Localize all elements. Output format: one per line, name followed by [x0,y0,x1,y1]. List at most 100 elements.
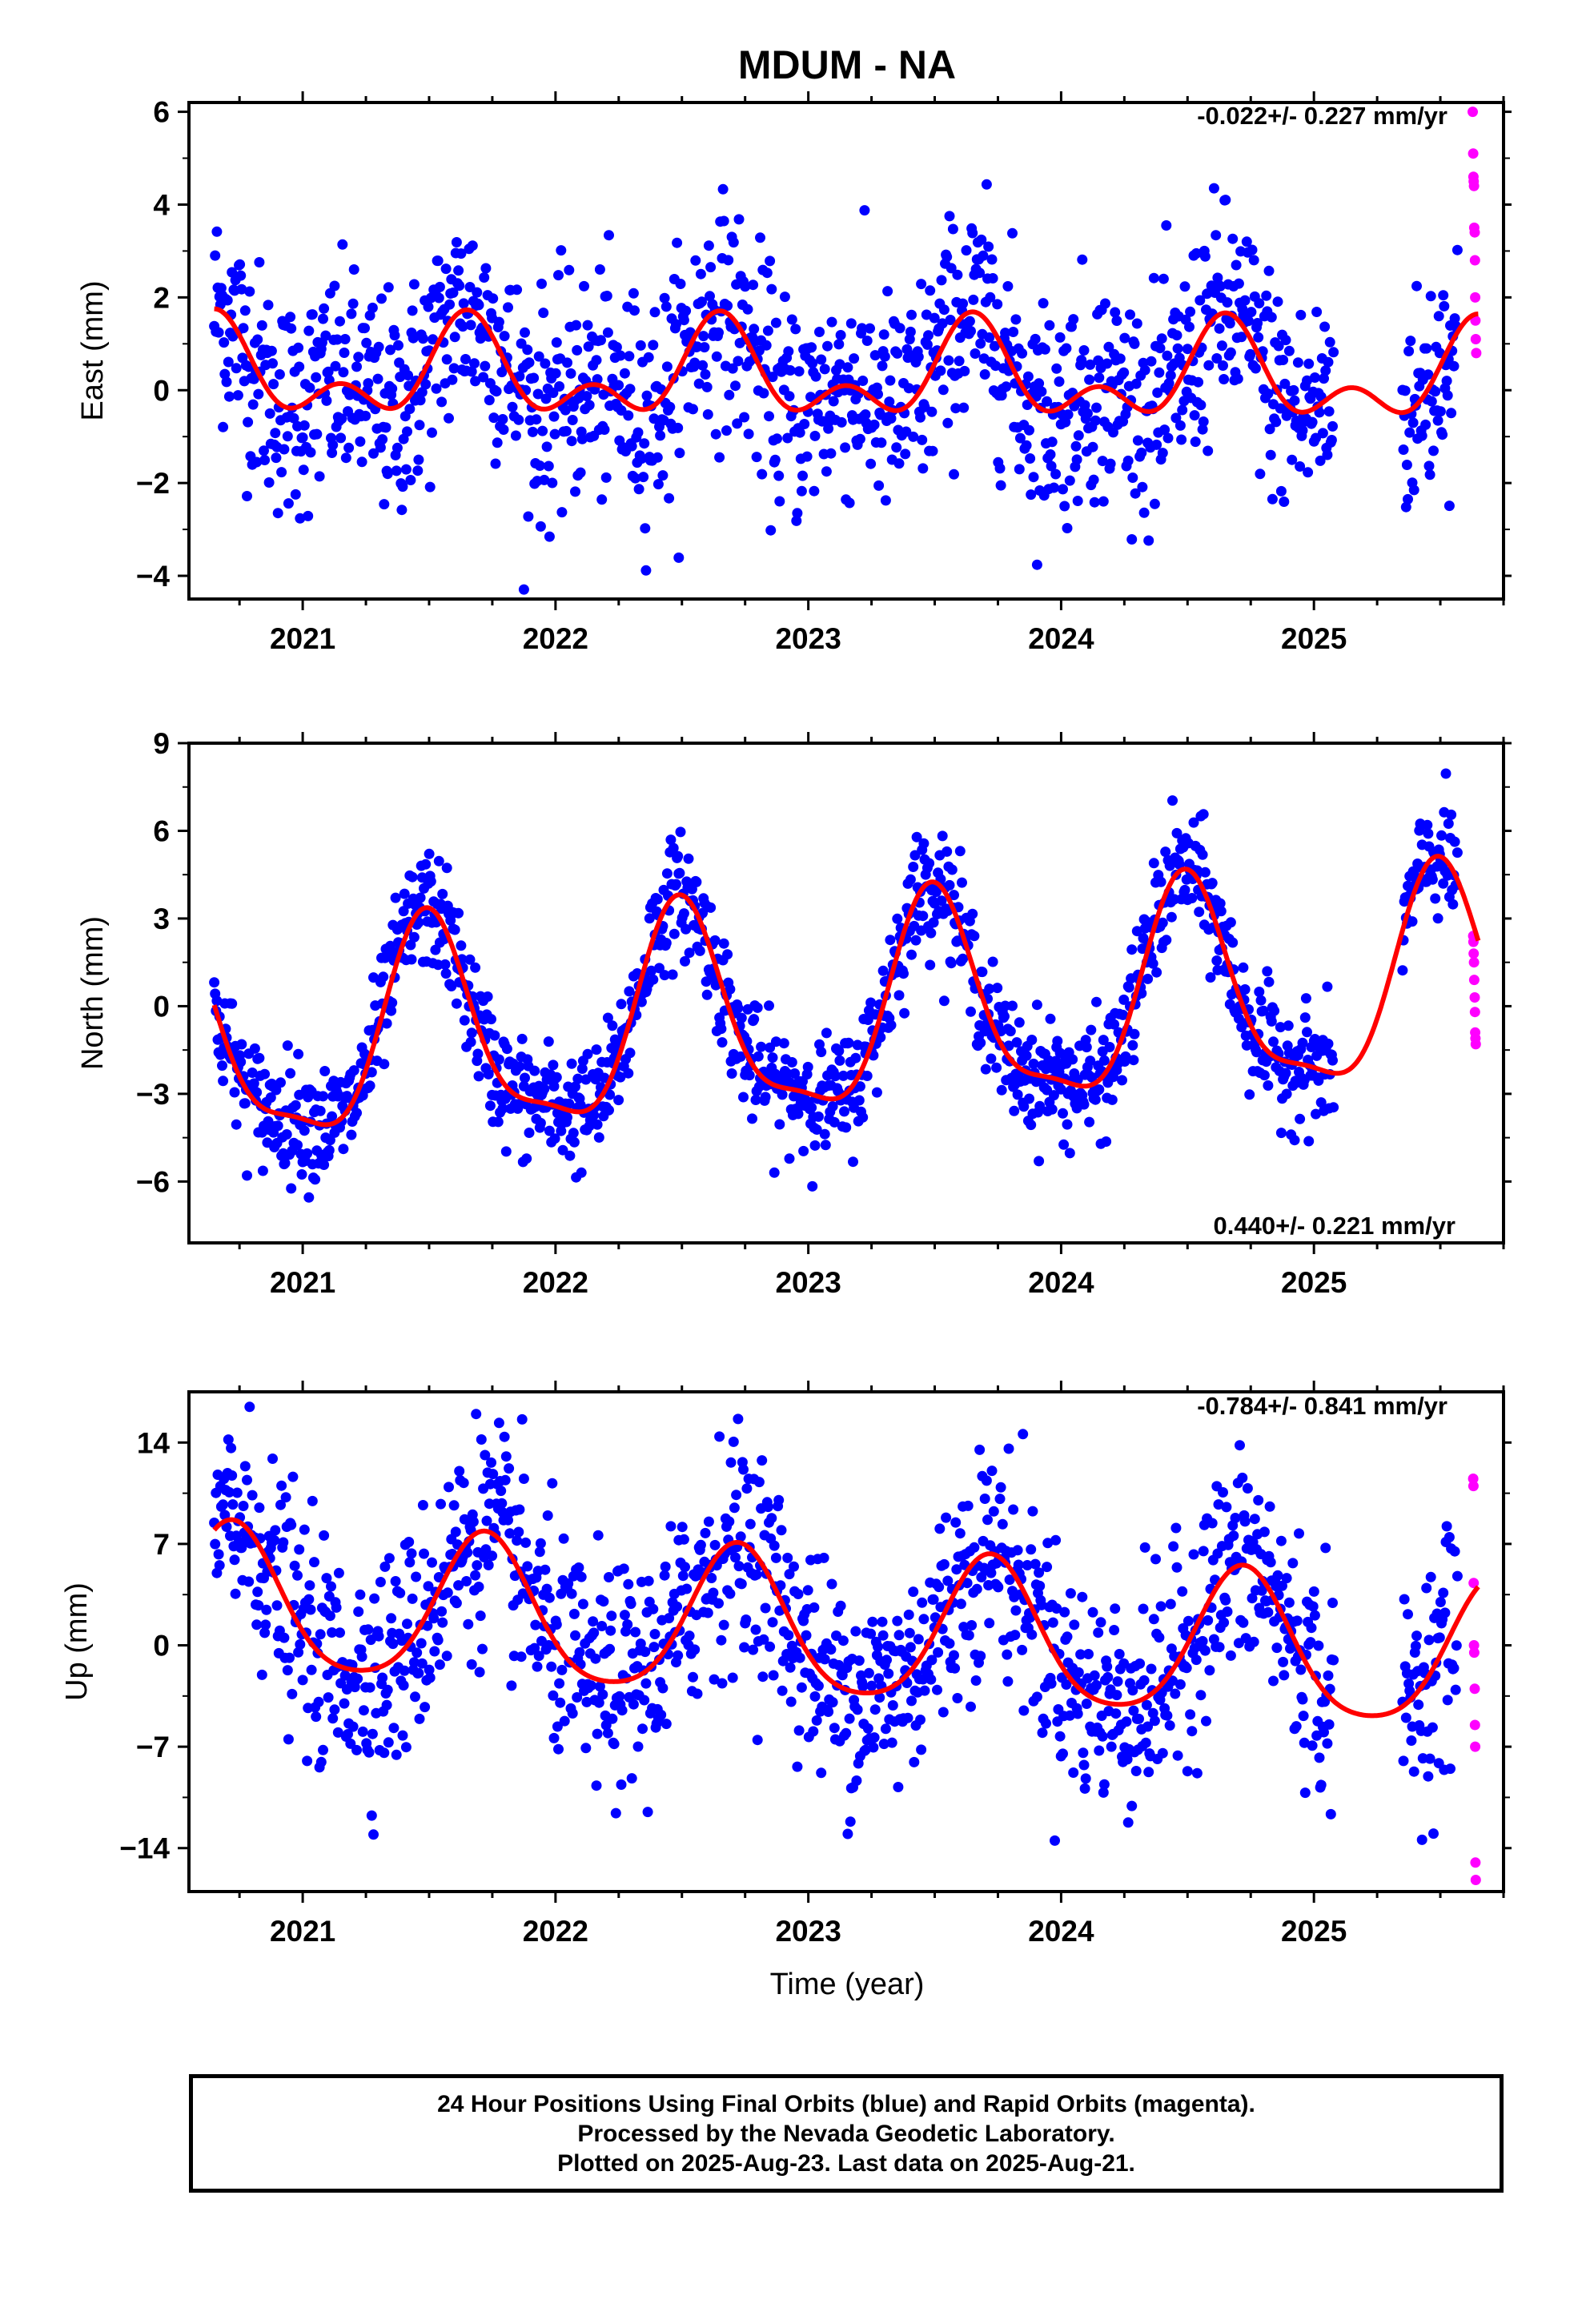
east-final-point [454,280,465,292]
north-final-point [811,1124,822,1135]
up-final-point [1421,1582,1432,1594]
up-final-point [1058,1748,1068,1759]
east-final-point [819,364,830,375]
up-final-point [218,1499,229,1510]
east-final-point [549,428,560,440]
east-final-point [570,486,580,497]
east-final-point [1420,419,1431,430]
up-final-point [590,1653,601,1664]
north-final-point [673,850,684,862]
north-final-point [1129,1028,1140,1039]
east-final-point [876,437,887,448]
north-final-point [1000,1000,1011,1011]
east-final-point [785,365,796,376]
east-final-point [581,391,592,402]
north-final-point [1078,1099,1090,1110]
up-points [209,1401,1481,1885]
east-final-point [1320,365,1331,376]
east-final-point [1048,482,1059,493]
up-final-point [718,1619,729,1630]
up-final-point [260,1619,271,1630]
north-final-point [318,1091,328,1102]
east-final-point [657,470,669,481]
north-final-point [944,879,955,891]
up-final-point [1297,1694,1308,1705]
up-final-point [1428,1828,1439,1839]
up-final-point [243,1576,255,1587]
east-final-point [1435,406,1446,417]
up-final-point [1307,1740,1318,1751]
up-final-point [399,1665,410,1676]
east-final-point [648,340,659,351]
north-final-point [257,1165,268,1176]
east-final-point [995,480,1006,491]
east-final-point [1403,346,1415,356]
north-final-point [1142,973,1154,984]
north-final-point [936,895,947,907]
up-final-point [363,1747,375,1758]
up-final-point [542,1510,553,1521]
up-final-point [640,1647,651,1658]
north-final-point [736,1012,747,1023]
north-final-point [1171,827,1182,838]
up-final-point [417,1500,428,1510]
east-final-point [1088,474,1099,485]
up-final-point [842,1828,853,1839]
north-final-point [806,1102,817,1113]
east-final-point [743,428,754,440]
east-final-point [1193,376,1204,388]
east-final-point [728,237,739,248]
east-final-point [1042,396,1053,407]
east-final-point [869,350,881,361]
east-final-point [626,440,637,452]
east-final-point [678,315,689,326]
up-final-point [709,1539,721,1550]
up-ytick-label: −7 [136,1731,170,1763]
east-final-point [959,365,970,376]
east-final-point [859,205,870,216]
up-final-point [1091,1679,1102,1691]
east-final-point [1272,296,1283,308]
up-final-point [1008,1504,1019,1515]
north-final-point [1167,795,1178,806]
up-final-point [1095,1617,1106,1628]
east-final-point [739,412,750,423]
east-final-point [346,308,357,320]
east-final-point [348,264,359,275]
north-final-point [497,1103,508,1114]
east-final-point [448,363,460,374]
up-final-point [731,1490,742,1501]
north-final-point [905,874,916,885]
north-final-point [406,954,417,965]
up-final-point [483,1559,494,1570]
up-final-point [794,1652,805,1663]
north-final-point [446,981,457,991]
east-final-point [524,357,535,368]
up-final-point [1177,1586,1188,1597]
north-final-point [623,1068,634,1079]
north-final-point [566,1058,577,1069]
north-ytick-label: 9 [153,727,170,760]
up-final-point [829,1723,840,1734]
east-final-point [466,366,477,377]
north-final-point [665,834,677,846]
up-final-point [357,1726,368,1737]
up-final-point [695,1539,706,1550]
east-final-point [223,356,234,368]
up-final-point [974,1444,986,1455]
up-final-point [777,1685,788,1696]
east-final-point [713,327,724,338]
north-final-point [599,1072,610,1084]
east-final-point [359,323,370,334]
east-final-point [857,323,868,334]
north-final-point [1443,818,1454,829]
east-final-point [845,318,857,329]
east-final-point [628,287,639,299]
up-final-point [309,1557,319,1568]
up-final-point [963,1630,974,1641]
up-final-point [1314,1752,1325,1763]
north-final-point [247,1068,258,1078]
up-final-point [1191,1655,1202,1666]
north-final-point [604,1104,614,1116]
north-final-point [1299,1012,1311,1023]
